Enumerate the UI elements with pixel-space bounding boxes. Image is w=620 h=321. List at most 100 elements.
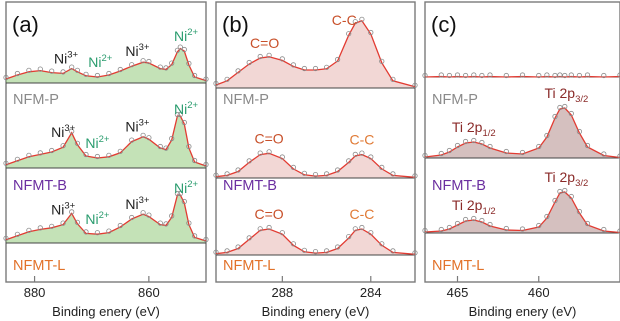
data-marker — [177, 190, 183, 197]
series-nfm-p: NFM-P — [3, 44, 209, 108]
data-marker — [192, 157, 198, 164]
data-marker — [177, 44, 183, 50]
data-marker — [487, 143, 493, 150]
data-marker — [186, 143, 192, 150]
data-marker — [117, 66, 123, 73]
data-marker — [26, 227, 32, 233]
peak-fill — [216, 229, 415, 255]
x-axis-label: Binding enery (eV) — [262, 304, 370, 319]
data-marker — [3, 235, 9, 241]
data-marker — [562, 103, 568, 110]
data-marker — [312, 172, 319, 178]
data-marker — [544, 132, 550, 139]
data-marker — [368, 230, 374, 236]
data-marker — [422, 72, 428, 79]
peak-annotation: Ni2+ — [174, 100, 199, 117]
data-marker — [224, 76, 230, 82]
data-marker — [557, 72, 563, 78]
data-marker — [479, 139, 485, 146]
data-marker — [235, 68, 241, 74]
data-marker — [74, 67, 81, 73]
data-marker — [257, 53, 263, 60]
data-marker — [174, 190, 180, 197]
data-marker — [37, 225, 43, 231]
plot-frame — [424, 1, 620, 283]
peak-annotation: Ti 2p3/2 — [544, 85, 588, 105]
data-marker — [106, 152, 112, 158]
peak-annotation: Ni3+ — [125, 42, 150, 59]
data-marker — [568, 72, 574, 78]
data-marker — [69, 128, 75, 134]
data-marker — [368, 29, 374, 36]
data-marker — [323, 248, 330, 254]
peak-fill — [425, 192, 620, 233]
data-marker — [471, 215, 477, 222]
plot-frame — [5, 1, 207, 283]
data-marker — [246, 235, 252, 241]
data-marker — [140, 210, 146, 216]
data-marker — [462, 138, 469, 145]
data-marker — [279, 154, 285, 160]
x-tick-label: 465 — [447, 285, 469, 300]
series-nfm-p: NFM-P — [422, 72, 620, 108]
data-marker — [290, 62, 296, 68]
data-marker — [346, 158, 352, 164]
x-tick-label: 860 — [138, 285, 160, 300]
data-marker — [479, 72, 485, 79]
data-marker — [83, 151, 89, 158]
data-marker — [422, 227, 428, 234]
panel-3: (c) 465 460 Binding enery (eV) NFM-P NFMT-B NF… — [422, 1, 620, 319]
data-marker — [334, 56, 341, 63]
series-nfmt-l: NFMT-L — [213, 224, 418, 274]
data-marker — [157, 143, 163, 150]
data-marker — [519, 72, 526, 78]
data-marker — [379, 164, 385, 170]
data-marker — [37, 66, 43, 72]
data-marker — [83, 71, 89, 77]
series-nfm-p: NFM-P — [213, 16, 418, 108]
series-nfmt-b: NFMT-B — [3, 111, 209, 194]
data-marker — [14, 156, 20, 162]
data-marker — [601, 72, 607, 79]
data-marker — [129, 62, 135, 68]
data-marker — [412, 250, 418, 256]
data-marker — [257, 150, 263, 156]
data-marker — [334, 244, 341, 250]
peak-annotation: Ni3+ — [51, 123, 76, 140]
data-marker — [203, 161, 209, 168]
data-marker — [601, 226, 607, 233]
data-marker — [412, 173, 418, 179]
data-marker — [323, 64, 330, 70]
peak-annotation: Ni2+ — [88, 53, 113, 70]
data-marker — [557, 188, 563, 195]
data-marker — [552, 197, 558, 204]
data-marker — [14, 70, 20, 77]
data-marker — [203, 76, 209, 82]
data-marker — [390, 248, 396, 254]
data-marker — [536, 72, 542, 79]
data-marker — [49, 68, 55, 74]
data-marker — [146, 135, 152, 141]
data-marker — [26, 67, 32, 73]
peak-annotation: C-C — [349, 132, 374, 148]
sample-label: NFMT-L — [223, 258, 275, 274]
data-marker — [37, 150, 43, 156]
peak-annotation: C-C — [332, 12, 357, 28]
data-marker — [544, 72, 550, 78]
data-marker — [192, 233, 198, 239]
x-axis-label: Binding enery (eV) — [52, 304, 160, 319]
sample-label: NFM-P — [432, 92, 478, 108]
data-marker — [390, 76, 396, 82]
data-marker — [266, 52, 272, 58]
data-marker — [181, 119, 187, 126]
peak-annotation: C=O — [250, 35, 279, 51]
sample-label: NFMT-B — [13, 178, 67, 194]
data-marker — [519, 149, 526, 156]
fit-line — [424, 191, 620, 234]
data-marker — [438, 72, 444, 78]
peak-annotation: Ni2+ — [85, 134, 110, 151]
peak-annotation: Ni3+ — [125, 118, 150, 135]
data-marker — [257, 226, 263, 232]
data-marker — [157, 220, 163, 226]
data-marker — [479, 217, 485, 224]
